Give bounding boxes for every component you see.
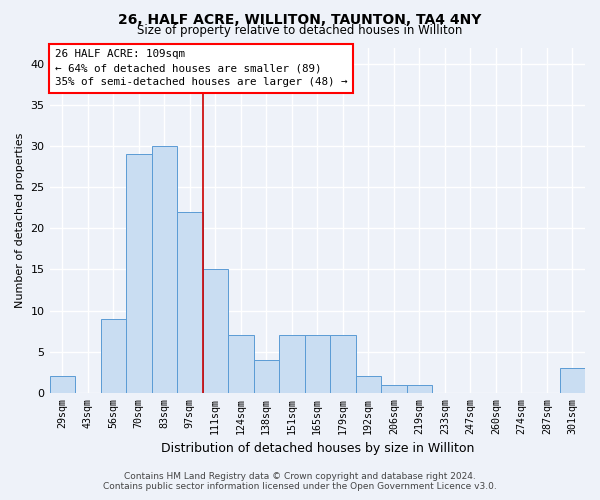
Text: Contains HM Land Registry data © Crown copyright and database right 2024.
Contai: Contains HM Land Registry data © Crown c… [103,472,497,491]
Y-axis label: Number of detached properties: Number of detached properties [15,132,25,308]
Bar [228,336,254,393]
Bar [305,336,330,393]
Bar [356,376,381,393]
Bar [330,336,356,393]
Bar [381,384,407,393]
Bar [203,270,228,393]
Bar [126,154,152,393]
Text: Size of property relative to detached houses in Williton: Size of property relative to detached ho… [137,24,463,37]
Bar [50,376,75,393]
Bar [279,336,305,393]
Bar [101,319,126,393]
Bar [254,360,279,393]
X-axis label: Distribution of detached houses by size in Williton: Distribution of detached houses by size … [161,442,474,455]
Bar [560,368,585,393]
Text: 26, HALF ACRE, WILLITON, TAUNTON, TA4 4NY: 26, HALF ACRE, WILLITON, TAUNTON, TA4 4N… [118,12,482,26]
Text: 26 HALF ACRE: 109sqm
← 64% of detached houses are smaller (89)
35% of semi-detac: 26 HALF ACRE: 109sqm ← 64% of detached h… [55,49,347,87]
Bar [407,384,432,393]
Bar [177,212,203,393]
Bar [152,146,177,393]
